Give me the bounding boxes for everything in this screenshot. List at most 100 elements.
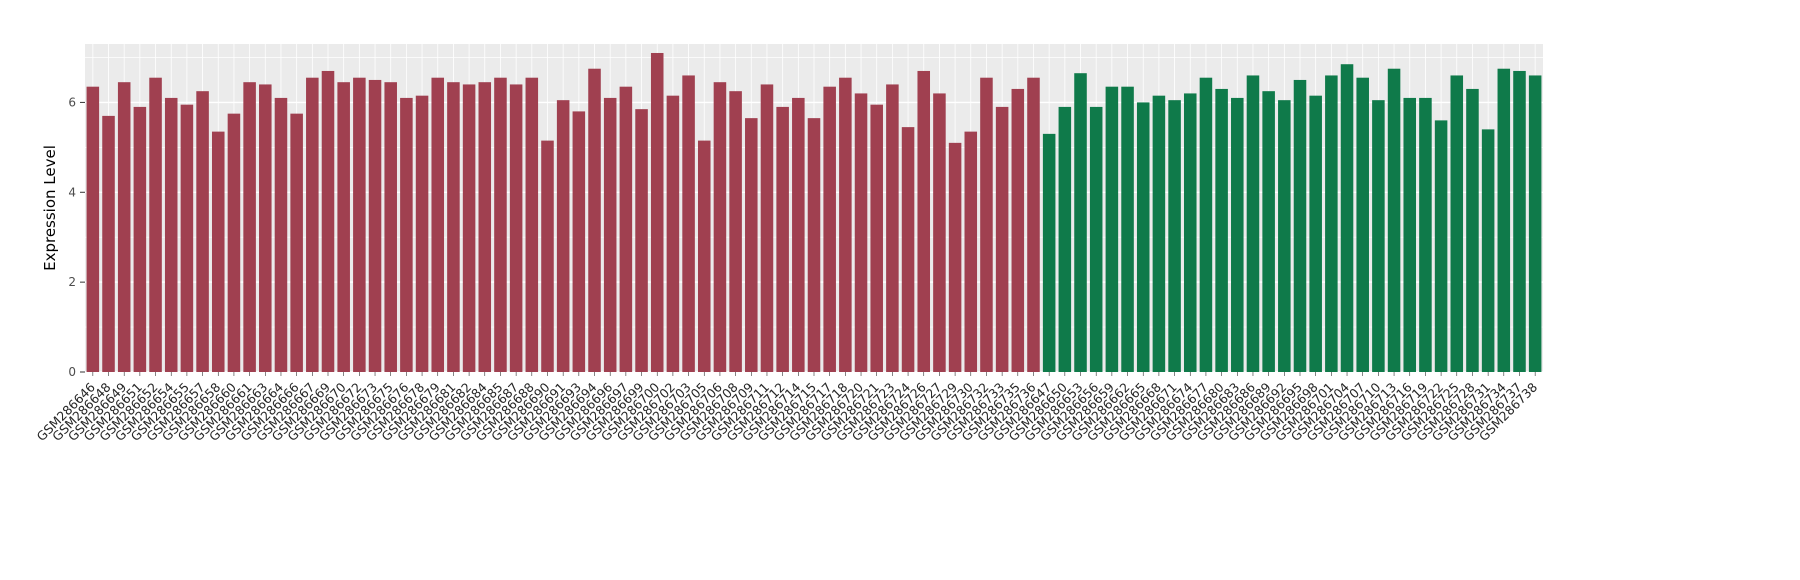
bar-GSM286684 xyxy=(478,82,492,373)
bar-GSM286651 xyxy=(133,106,147,372)
bar-GSM286692 xyxy=(1278,100,1291,373)
bar-GSM286696 xyxy=(603,97,617,372)
bar-GSM286735 xyxy=(1011,88,1025,372)
bars xyxy=(86,52,1542,373)
bar-GSM286718 xyxy=(839,77,852,372)
bar-GSM286664 xyxy=(274,97,288,372)
bar-GSM286729 xyxy=(948,142,962,372)
bar-GSM286700 xyxy=(650,52,664,373)
bar-GSM286733 xyxy=(995,106,1009,372)
y-tick-label: 2 xyxy=(68,275,76,289)
bar-GSM286710 xyxy=(1372,100,1385,373)
bar-GSM286712 xyxy=(776,106,789,372)
bar-GSM286655 xyxy=(180,104,194,372)
bar-GSM286694 xyxy=(588,68,601,372)
bar-GSM286714 xyxy=(792,97,805,372)
y-tick-label: 0 xyxy=(68,365,76,379)
bar-GSM286679 xyxy=(431,77,445,372)
bar-GSM286736 xyxy=(1027,77,1040,372)
bar-GSM286738 xyxy=(1528,75,1542,372)
bar-GSM286705 xyxy=(697,140,711,372)
bar-GSM286699 xyxy=(635,109,648,372)
bar-GSM286724 xyxy=(901,127,915,372)
bar-GSM286687 xyxy=(509,84,523,372)
bar-GSM286657 xyxy=(196,91,209,372)
bar-GSM286721 xyxy=(870,104,883,372)
bar-GSM286693 xyxy=(572,111,586,372)
x-axis: GSM286646GSM286648GSM286649GSM286651GSM2… xyxy=(34,372,1540,444)
bar-GSM286703 xyxy=(682,75,695,372)
bar-GSM286674 xyxy=(1183,93,1197,373)
bar-GSM286737 xyxy=(1513,70,1526,373)
bar-GSM286648 xyxy=(102,115,115,372)
bar-GSM286662 xyxy=(1121,86,1134,372)
bar-GSM286680 xyxy=(1215,88,1228,372)
y-axis-title: Expression Level xyxy=(36,44,64,372)
bar-GSM286678 xyxy=(415,95,429,372)
bar-GSM286732 xyxy=(980,77,993,372)
bar-GSM286734 xyxy=(1497,68,1511,372)
bar-GSM286709 xyxy=(745,118,758,372)
bar-GSM286675 xyxy=(384,82,397,373)
bar-GSM286697 xyxy=(619,86,633,372)
bar-GSM286731 xyxy=(1481,129,1495,372)
bar-GSM286715 xyxy=(807,118,821,372)
bar-GSM286723 xyxy=(886,84,899,372)
bar-GSM286716 xyxy=(1403,97,1417,372)
bar-GSM286691 xyxy=(556,100,570,373)
bar-GSM286702 xyxy=(666,95,680,372)
bar-GSM286708 xyxy=(729,91,742,372)
bar-GSM286676 xyxy=(400,97,413,372)
bar-GSM286681 xyxy=(447,82,460,373)
bar-GSM286667 xyxy=(306,77,319,372)
y-axis-title-text: Expression Level xyxy=(41,145,60,271)
bar-GSM286706 xyxy=(713,82,727,373)
bar-GSM286713 xyxy=(1387,68,1401,372)
bar-GSM286677 xyxy=(1199,77,1213,372)
bar-GSM286707 xyxy=(1356,77,1369,372)
bar-GSM286728 xyxy=(1466,88,1479,372)
bar-GSM286686 xyxy=(1246,75,1260,372)
bar-GSM286695 xyxy=(1293,79,1307,373)
y-tick-label: 4 xyxy=(68,185,76,199)
bar-GSM286726 xyxy=(917,70,931,373)
bar-GSM286647 xyxy=(1042,133,1056,372)
bar-GSM286722 xyxy=(1434,120,1448,372)
bar-GSM286669 xyxy=(321,70,335,373)
bar-GSM286658 xyxy=(211,131,225,372)
bar-GSM286730 xyxy=(964,131,978,372)
bar-GSM286670 xyxy=(337,82,350,373)
bar-GSM286661 xyxy=(243,82,256,373)
bar-GSM286672 xyxy=(353,77,366,372)
bar-GSM286649 xyxy=(117,82,131,373)
bar-GSM286659 xyxy=(1105,86,1119,372)
bar-GSM286717 xyxy=(823,86,836,372)
bar-GSM286725 xyxy=(1450,75,1464,372)
bar-GSM286727 xyxy=(933,93,946,373)
bar-GSM286660 xyxy=(227,113,241,373)
bar-GSM286663 xyxy=(259,84,272,372)
bar-GSM286654 xyxy=(164,97,178,372)
bar-GSM286646 xyxy=(86,86,100,372)
y-axis: 0 2 4 6 xyxy=(68,95,85,379)
bar-GSM286711 xyxy=(760,84,774,372)
bar-GSM286673 xyxy=(368,79,382,373)
bar-GSM286701 xyxy=(1325,75,1338,372)
bar-GSM286719 xyxy=(1419,97,1432,372)
bar-GSM286689 xyxy=(1262,91,1275,372)
bar-GSM286652 xyxy=(149,77,162,372)
bar-GSM286656 xyxy=(1089,106,1103,372)
bar-GSM286666 xyxy=(290,113,303,373)
bar-GSM286685 xyxy=(494,77,507,372)
bar-GSM286668 xyxy=(1152,95,1166,372)
bar-GSM286704 xyxy=(1340,64,1354,372)
bar-GSM286650 xyxy=(1058,106,1072,372)
bar-GSM286683 xyxy=(1231,97,1244,372)
bar-GSM286690 xyxy=(541,140,554,372)
bar-GSM286720 xyxy=(854,93,868,373)
bar-GSM286688 xyxy=(525,77,539,372)
bar-GSM286665 xyxy=(1136,102,1150,373)
bar-GSM286698 xyxy=(1309,95,1322,372)
